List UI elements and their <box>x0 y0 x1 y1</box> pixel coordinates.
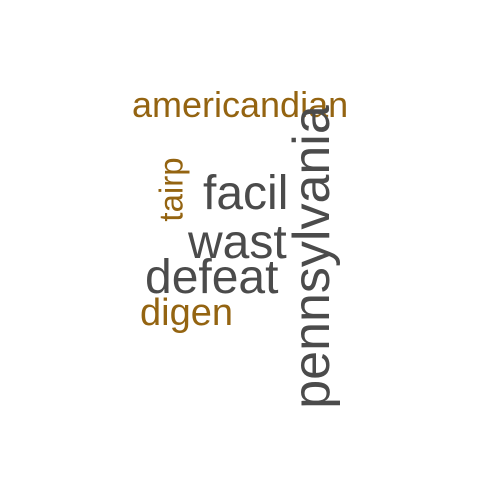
word-americandian: americandian <box>132 84 349 125</box>
word-wast: wast <box>188 216 287 269</box>
word-digen: digen <box>140 292 233 334</box>
word-defeat: defeat <box>145 251 279 304</box>
word-pennsylvania: pennsylvania <box>282 105 341 409</box>
word-facil: facil <box>203 167 289 220</box>
word-tairp: tairp <box>152 157 190 222</box>
